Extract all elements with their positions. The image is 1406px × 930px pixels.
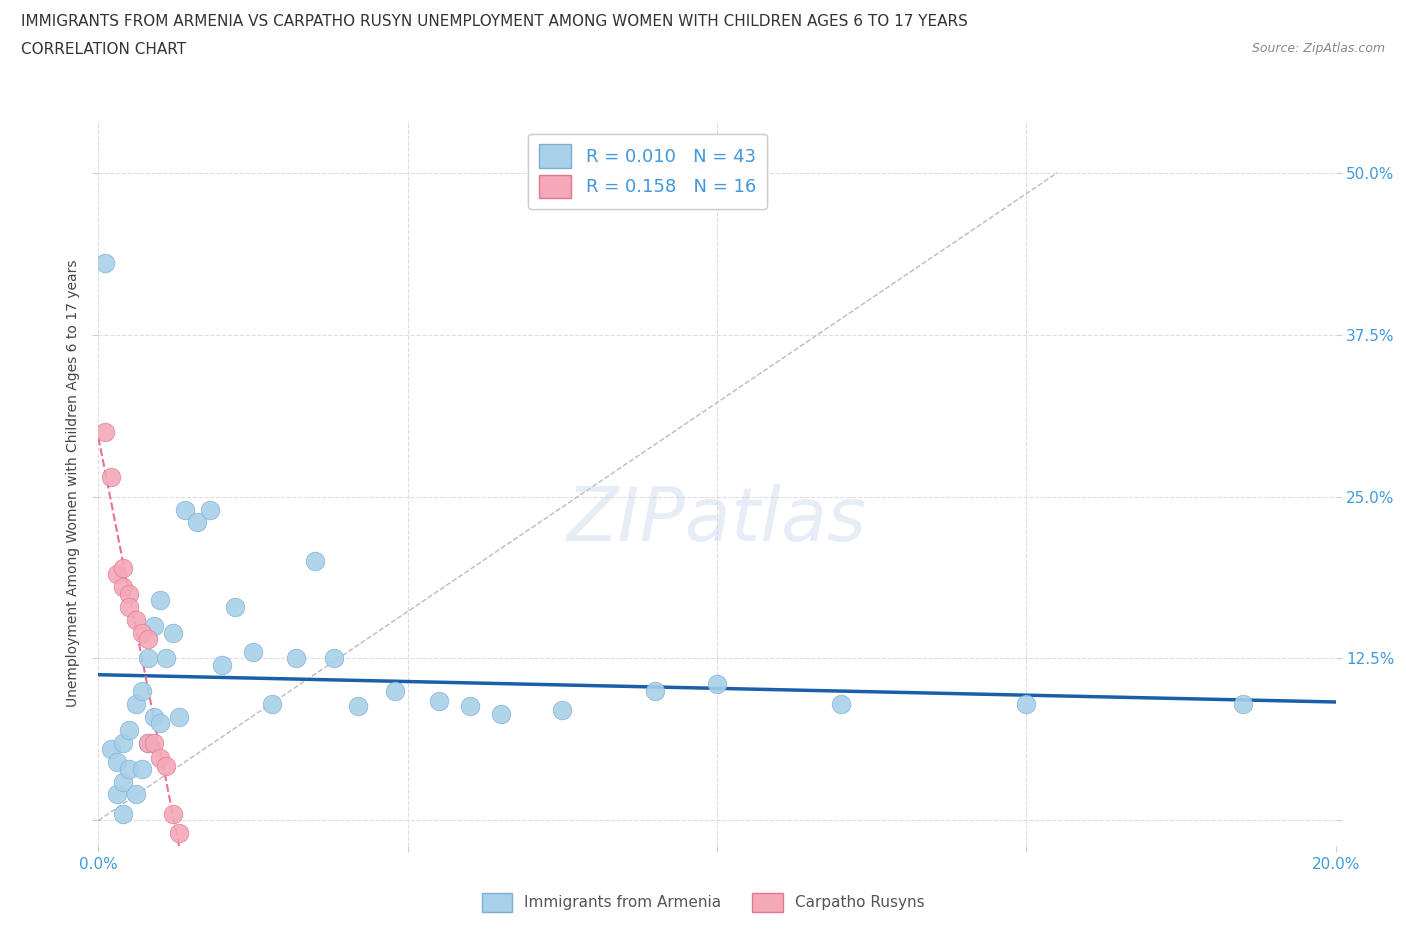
Point <box>118 761 141 776</box>
Point <box>427 694 450 709</box>
Point <box>112 806 135 821</box>
Point <box>93 256 115 271</box>
Point <box>136 736 159 751</box>
Point <box>260 697 283 711</box>
Point <box>124 612 146 627</box>
Point <box>211 658 233 672</box>
Point <box>186 515 208 530</box>
Point <box>112 736 135 751</box>
Legend: R = 0.010   N = 43, R = 0.158   N = 16: R = 0.010 N = 43, R = 0.158 N = 16 <box>529 134 768 209</box>
Point <box>136 651 159 666</box>
Point <box>118 586 141 601</box>
Point <box>706 677 728 692</box>
Point <box>149 751 172 765</box>
Point <box>1232 697 1254 711</box>
Point <box>136 736 159 751</box>
Text: IMMIGRANTS FROM ARMENIA VS CARPATHO RUSYN UNEMPLOYMENT AMONG WOMEN WITH CHILDREN: IMMIGRANTS FROM ARMENIA VS CARPATHO RUSY… <box>21 14 967 29</box>
Point <box>155 759 177 774</box>
Point <box>118 599 141 614</box>
Point <box>1015 697 1038 711</box>
Point <box>644 684 666 698</box>
Point <box>118 723 141 737</box>
Point <box>105 787 128 802</box>
Legend: Immigrants from Armenia, Carpatho Rusyns: Immigrants from Armenia, Carpatho Rusyns <box>475 887 931 918</box>
Point <box>167 826 190 841</box>
Point <box>112 561 135 576</box>
Point <box>304 554 326 569</box>
Text: ZIPatlas: ZIPatlas <box>567 484 868 556</box>
Point <box>100 742 122 757</box>
Point <box>224 599 246 614</box>
Point <box>155 651 177 666</box>
Point <box>162 806 184 821</box>
Point <box>143 710 166 724</box>
Text: CORRELATION CHART: CORRELATION CHART <box>21 42 186 57</box>
Point <box>112 774 135 789</box>
Point <box>136 631 159 646</box>
Point <box>384 684 406 698</box>
Point <box>105 567 128 582</box>
Point <box>551 703 574 718</box>
Point <box>149 716 172 731</box>
Text: Source: ZipAtlas.com: Source: ZipAtlas.com <box>1251 42 1385 55</box>
Point <box>285 651 308 666</box>
Point <box>105 754 128 769</box>
Point <box>242 644 264 659</box>
Point <box>124 787 146 802</box>
Point <box>131 684 153 698</box>
Point <box>149 592 172 607</box>
Point <box>93 424 115 439</box>
Point <box>198 502 221 517</box>
Point <box>143 736 166 751</box>
Point <box>124 697 146 711</box>
Point <box>458 699 481 714</box>
Point <box>112 579 135 594</box>
Point <box>830 697 852 711</box>
Point <box>174 502 197 517</box>
Point <box>322 651 344 666</box>
Point <box>131 761 153 776</box>
Point <box>162 625 184 640</box>
Point <box>143 618 166 633</box>
Point <box>347 699 370 714</box>
Point <box>100 470 122 485</box>
Y-axis label: Unemployment Among Women with Children Ages 6 to 17 years: Unemployment Among Women with Children A… <box>66 259 80 708</box>
Point <box>489 707 512 722</box>
Point <box>167 710 190 724</box>
Point <box>131 625 153 640</box>
